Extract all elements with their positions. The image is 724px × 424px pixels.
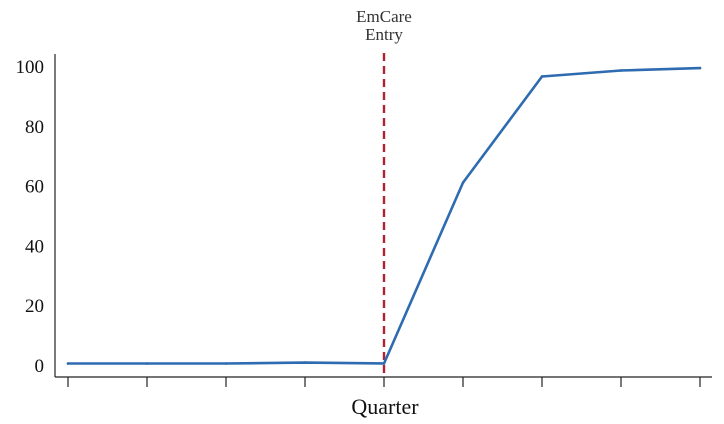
- chart-series: [66, 66, 702, 365]
- data-point: [619, 69, 623, 72]
- y-tick-label: 60: [25, 177, 44, 198]
- y-tick-label: 100: [16, 57, 45, 78]
- annotation-label-line2: Entry: [365, 25, 403, 44]
- data-point: [145, 362, 149, 365]
- x-axis-ticks: [67, 377, 701, 387]
- x-axis-title: Quarter: [351, 394, 419, 419]
- data-point: [66, 362, 70, 365]
- y-tick-label: 40: [25, 236, 44, 257]
- annotation-label-line1: EmCare: [356, 7, 412, 26]
- data-point: [461, 181, 465, 184]
- y-tick-label: 20: [25, 296, 44, 317]
- y-tick-label: 80: [25, 117, 44, 138]
- data-point: [224, 362, 228, 365]
- data-point: [540, 75, 544, 78]
- data-point: [698, 66, 702, 70]
- y-tick-label: 0: [35, 356, 45, 377]
- y-axis-ticks: 0 20 40 60 80 100: [16, 57, 45, 377]
- data-point: [303, 361, 307, 364]
- data-point: [382, 362, 386, 365]
